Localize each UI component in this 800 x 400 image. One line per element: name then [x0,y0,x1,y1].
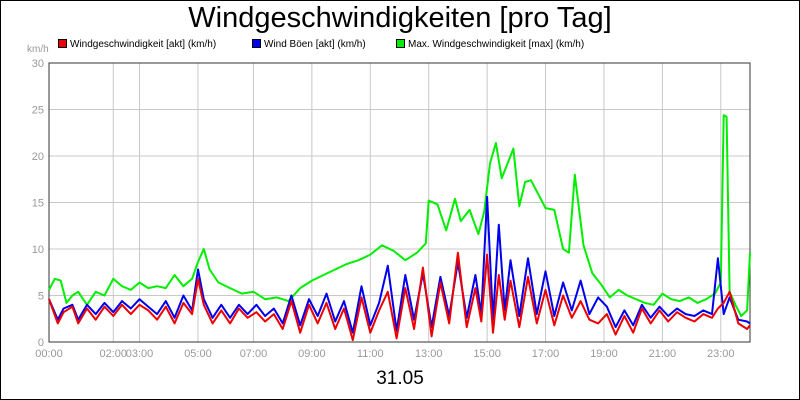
y-tick-label: 0 [38,337,44,349]
y-tick-label: 20 [32,151,44,163]
series-line-gusts [48,195,751,334]
x-tick-label: 15:00 [473,348,501,360]
x-tick-label: 17:00 [532,348,560,360]
x-tick-label: 03:00 [126,348,154,360]
y-tick-label: 25 [32,105,44,117]
x-tick-label: 09:00 [298,348,326,360]
x-tick-label: 13:00 [415,348,443,360]
y-tick-label: 10 [32,244,44,256]
y-tick-label: 15 [32,198,44,210]
legend-item-wind-speed: Windgeschwindigkeit [akt] (km/h) [58,39,216,50]
y-tick-label: 30 [32,58,44,70]
y-axis-unit-label: km/h [27,44,49,55]
chart-title: Windgeschwindigkeiten [pro Tag] [188,2,612,34]
x-tick-label: 07:00 [240,348,268,360]
series-line-max-wind [48,114,751,317]
x-tick-label: 23:00 [707,348,735,360]
plot-border [48,62,751,343]
date-label: 31.05 [376,368,424,389]
legend-item-max-wind: Max. Windgeschwindigkeit [max] (km/h) [396,39,584,50]
y-tick-label: 5 [38,291,44,303]
x-tick-label: 05:00 [184,348,212,360]
legend-swatch-max-wind [396,39,405,48]
legend-swatch-wind-speed [58,39,67,48]
x-tick-label: 21:00 [649,348,677,360]
legend-label-wind-speed: Windgeschwindigkeit [akt] (km/h) [70,39,217,50]
series-line-wind-speed [48,251,751,342]
x-tick-label: 00:00 [35,348,63,360]
x-tick-label: 02:00 [99,348,127,360]
x-tick-label: 11:00 [357,348,384,360]
legend-item-gusts: Wind Böen [akt] (km/h) [252,39,366,50]
legend-label-gusts: Wind Böen [akt] (km/h) [264,39,366,50]
x-tick-label: 19:00 [590,348,618,360]
legend-swatch-gusts [252,39,261,48]
legend-label-max-wind: Max. Windgeschwindigkeit [max] (km/h) [408,39,585,50]
